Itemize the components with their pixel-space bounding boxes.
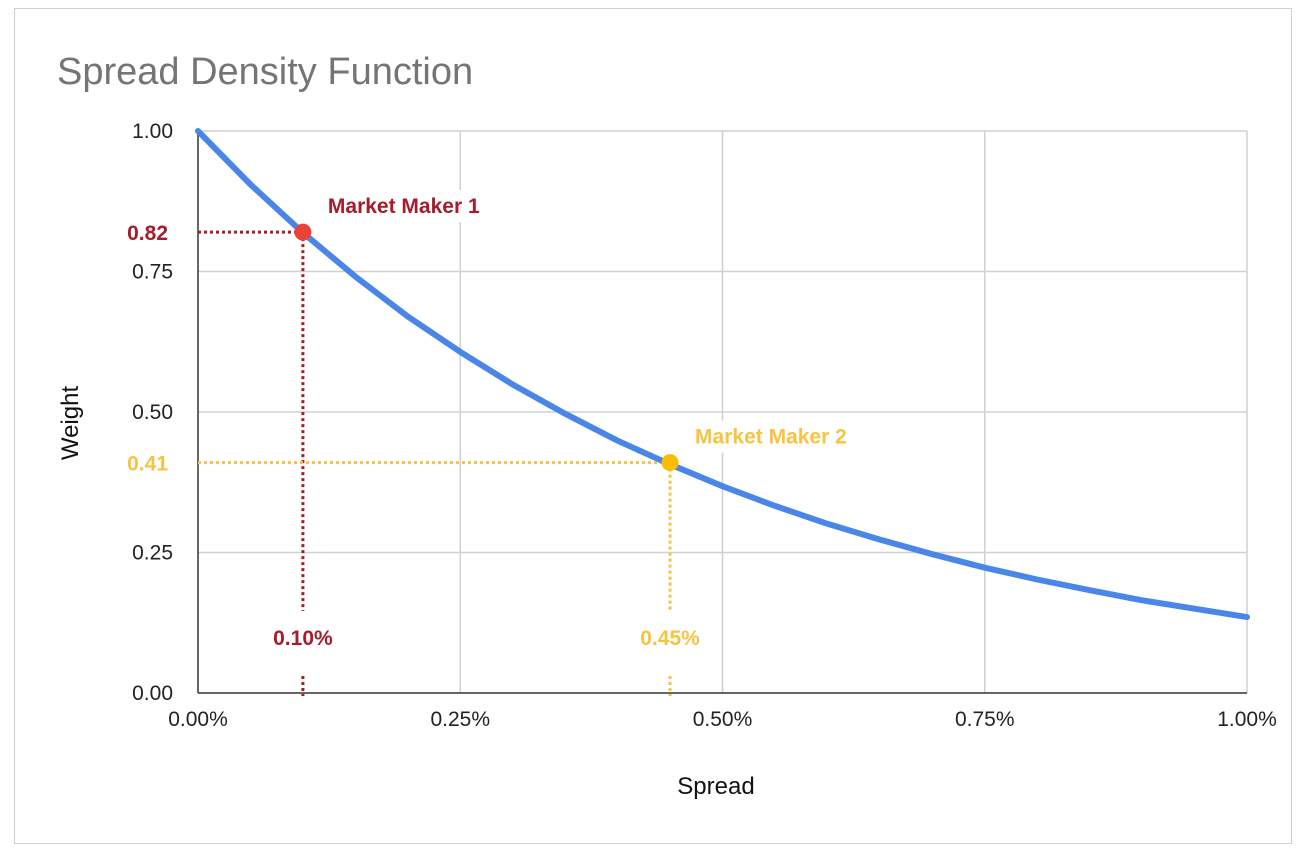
annotation-x-value: 0.45% (640, 627, 700, 650)
y-tick-label: 1.00 (132, 120, 173, 143)
series-line (195, 128, 1250, 621)
chart-title: Spread Density Function (57, 51, 473, 93)
x-tick-label: 0.75% (955, 708, 1015, 731)
annotation-marker (661, 454, 679, 472)
series (195, 128, 1250, 621)
guides (198, 230, 672, 696)
annotation-y-value: 0.82 (127, 222, 168, 245)
chart-frame (14, 8, 1292, 844)
y-tick-label: 0.00 (132, 682, 173, 705)
annotation-label-bg (319, 190, 513, 223)
annotation-marker (294, 223, 312, 241)
annotations: Market Maker 1 0.82 0.10% Market Maker 2 0.4… (127, 190, 880, 650)
ticks: 0.00 0.25 0.50 0.75 1.00 0.00% 0.25% 0.50% 0.75%… (132, 120, 1277, 731)
y-tick-label: 0.75 (132, 261, 173, 284)
y-tick-label: 0.25 (132, 542, 173, 565)
grid (198, 130, 1248, 693)
annotation-x-value: 0.10% (273, 627, 333, 650)
x-tick-label: 0.25% (430, 708, 490, 731)
annotation-label-bg (687, 420, 880, 453)
x-tick-label: 1.00% (1217, 708, 1277, 731)
y-axis-title: Weight (57, 386, 84, 461)
x-tick-label: 0.50% (693, 708, 753, 731)
annotation-label: Market Maker 2 (695, 426, 847, 449)
y-tick-label: 0.50 (132, 401, 173, 424)
x-tick-label: 0.00% (168, 708, 228, 731)
annotation-y-value: 0.41 (127, 453, 168, 476)
annotation-label: Market Maker 1 (328, 195, 480, 218)
x-axis-title: Spread (677, 773, 754, 800)
axes (197, 131, 1247, 694)
